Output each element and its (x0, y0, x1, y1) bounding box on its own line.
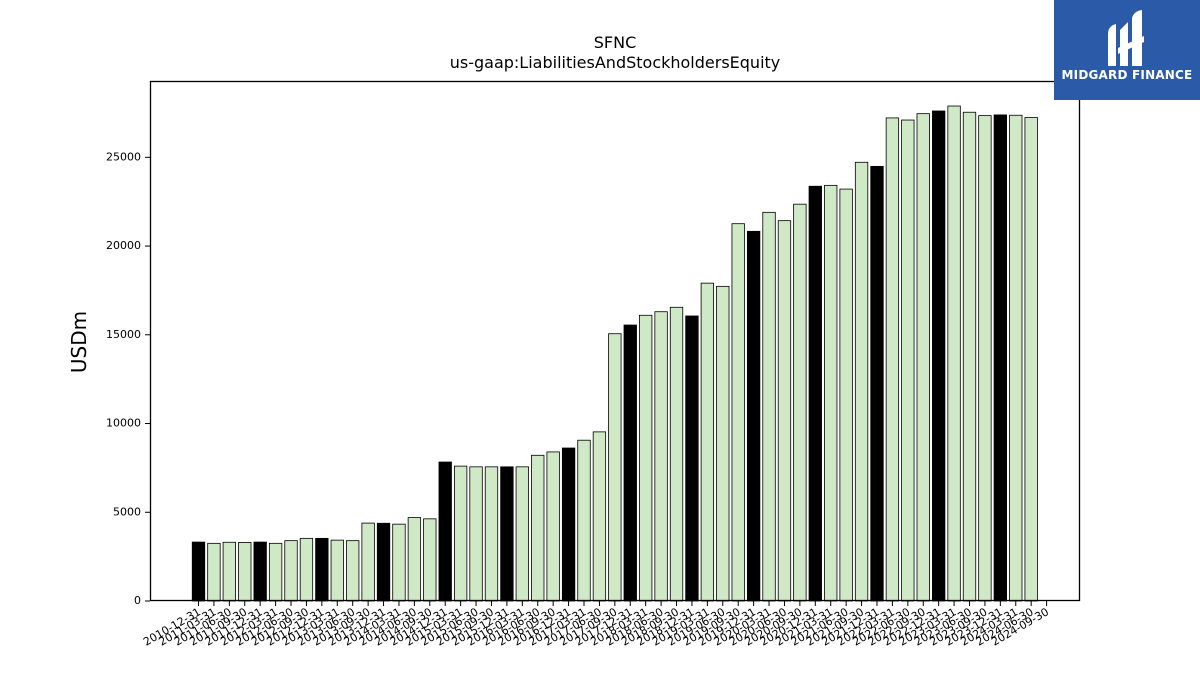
y-tick-label: 20000 (106, 239, 141, 252)
bar (746, 230, 761, 602)
bar (654, 311, 668, 602)
bar (284, 540, 298, 602)
bar (531, 454, 545, 602)
bar (392, 523, 406, 602)
bar (253, 541, 267, 602)
bar (623, 324, 637, 602)
bar (962, 111, 977, 602)
chart-subtitle: us-gaap:LiabilitiesAndStockholdersEquity (450, 53, 781, 72)
bar (932, 110, 946, 602)
bar (793, 203, 807, 602)
bar (222, 541, 236, 602)
bar (885, 117, 900, 602)
y-axis-ticks: 0 5000 10000 15000 20000 25000 (106, 150, 150, 607)
bar (577, 439, 591, 602)
plot-frame (149, 80, 1081, 602)
bar (824, 184, 838, 602)
bar (947, 105, 961, 602)
bar (854, 161, 869, 602)
bar (361, 522, 375, 602)
bar (978, 115, 992, 602)
chart-title: SFNC (594, 33, 637, 52)
bar (731, 223, 745, 602)
bar (561, 447, 576, 602)
bar (700, 282, 715, 602)
bar (407, 517, 422, 602)
bar (870, 165, 884, 602)
bar (453, 465, 468, 602)
bar (592, 431, 607, 602)
bar (191, 541, 206, 602)
midgard-logo-mark-icon (1108, 10, 1144, 66)
bar (515, 466, 529, 602)
bar (376, 522, 391, 602)
bar (839, 188, 853, 602)
bar (469, 466, 483, 602)
bar (1009, 114, 1023, 602)
y-tick-label: 15000 (106, 328, 141, 341)
bar (901, 119, 915, 602)
bar-series (191, 105, 1038, 602)
midgard-finance-logo: MIDGARD FINANCE (1054, 0, 1200, 100)
bar (315, 537, 329, 602)
bar (346, 540, 360, 602)
y-tick-label: 0 (134, 594, 141, 607)
logo-text: MIDGARD FINANCE (1061, 68, 1193, 82)
bar (916, 113, 930, 602)
y-tick-label: 5000 (113, 505, 141, 518)
bar (500, 466, 514, 602)
bar (777, 220, 792, 602)
bar (993, 114, 1007, 602)
bar (238, 542, 252, 602)
bar (669, 306, 684, 602)
bar (639, 314, 653, 602)
bar (716, 285, 730, 602)
bar (808, 185, 822, 602)
y-axis-label: USDm (67, 311, 91, 373)
bar (268, 542, 283, 602)
bar (423, 518, 437, 602)
bar (207, 542, 221, 602)
y-tick-label: 10000 (106, 417, 141, 430)
y-tick-label: 25000 (106, 150, 141, 163)
bar (330, 539, 344, 602)
bar (608, 333, 622, 602)
x-axis-ticks: 2010-12-312011-03-312011-06-302011-09-30… (141, 601, 1051, 649)
bar (685, 315, 699, 602)
bar (438, 461, 452, 602)
bar (762, 211, 776, 602)
bar (546, 451, 560, 602)
bar (484, 466, 499, 602)
bar (299, 537, 314, 602)
bar (1024, 117, 1038, 602)
